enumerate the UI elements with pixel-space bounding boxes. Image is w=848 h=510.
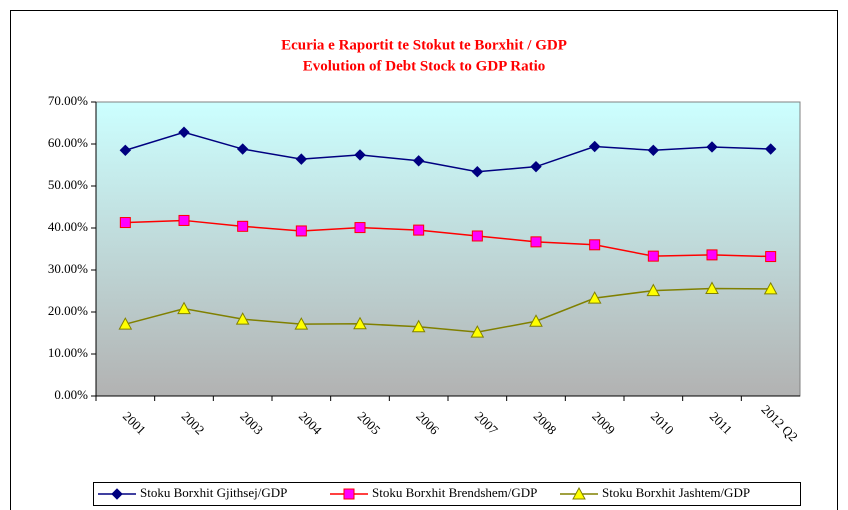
data-point (411, 319, 426, 333)
data-point (530, 236, 542, 248)
data-point (706, 141, 718, 153)
y-tick-label: 40.00% (48, 219, 88, 234)
chart-subtitle: Evolution of Debt Stock to GDP Ratio (303, 58, 546, 74)
data-point (353, 316, 367, 330)
data-point (471, 230, 483, 242)
data-point (236, 143, 249, 155)
legend-marker (111, 488, 123, 500)
data-point (412, 155, 425, 167)
data-point (178, 126, 190, 138)
y-tick-label: 0.00% (54, 387, 88, 402)
series-line (125, 287, 771, 333)
data-point (237, 220, 249, 232)
legend-label: Stoku Borxhit Brendshem/GDP (372, 485, 537, 500)
data-point (235, 312, 250, 325)
data-point (706, 249, 718, 261)
data-point (647, 250, 659, 262)
legend-label: Stoku Borxhit Gjithsej/GDP (140, 485, 287, 500)
data-point (413, 224, 425, 236)
data-point (470, 325, 485, 338)
legend-marker (343, 488, 355, 500)
data-point (295, 225, 307, 237)
data-point (295, 153, 308, 165)
data-point (764, 143, 777, 155)
y-tick-label: 50.00% (48, 177, 88, 192)
data-point (119, 144, 132, 157)
data-point (118, 317, 133, 330)
data-point (119, 217, 131, 229)
chart-title: Ecuria e Raportit te Stokut te Borxhit /… (281, 37, 567, 53)
series-line (125, 219, 771, 258)
y-tick-label: 30.00% (48, 261, 88, 276)
data-point (178, 214, 190, 226)
legend-marker (572, 486, 586, 500)
data-point (588, 140, 601, 153)
legend-label: Stoku Borxhit Jashtem/GDP (602, 485, 750, 500)
series-line (125, 131, 771, 173)
data-point (177, 301, 191, 315)
data-point (354, 149, 366, 161)
data-point (705, 281, 719, 294)
data-point (763, 281, 778, 295)
y-tick-label: 60.00% (48, 135, 88, 150)
data-point (589, 239, 601, 251)
data-point (354, 222, 366, 234)
y-tick-label: 20.00% (48, 303, 88, 318)
y-tick-label: 70.00% (48, 93, 88, 108)
legend-box (93, 482, 801, 506)
data-point (647, 144, 660, 157)
data-point (646, 283, 661, 297)
data-point (765, 251, 777, 263)
data-point (587, 291, 602, 304)
plot-area (95, 101, 801, 397)
data-point (529, 314, 543, 327)
y-tick-label: 10.00% (48, 345, 88, 360)
data-point (530, 160, 542, 173)
data-point (471, 166, 484, 178)
data-point (294, 317, 309, 330)
